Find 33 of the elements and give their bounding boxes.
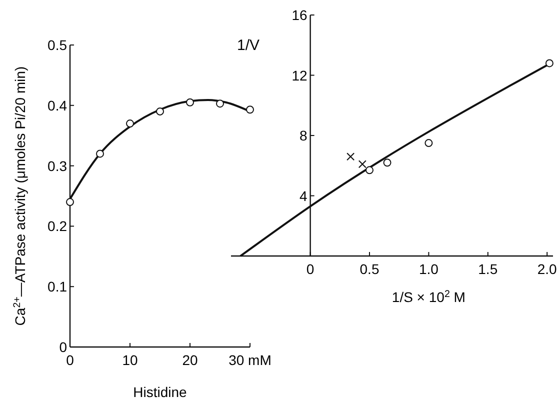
point bbox=[126, 120, 134, 128]
x-tick-label: 10 bbox=[122, 352, 138, 368]
point bbox=[246, 106, 254, 114]
point bbox=[424, 139, 433, 148]
y-tick-label: 0.2 bbox=[48, 218, 68, 234]
point bbox=[156, 107, 164, 116]
x-tick-label: 1.0 bbox=[418, 261, 439, 277]
x-tick-label: 20 bbox=[182, 352, 198, 368]
point bbox=[383, 158, 392, 167]
y-tick-label: 16 bbox=[292, 7, 308, 23]
x-tick-label: 2.0 bbox=[537, 261, 558, 277]
point bbox=[346, 152, 355, 161]
point bbox=[358, 160, 366, 168]
x-tick-label: 0.5 bbox=[360, 261, 380, 277]
y-tick-label: 0.4 bbox=[48, 97, 68, 114]
point bbox=[545, 59, 554, 68]
y-tick-label: 12 bbox=[292, 67, 308, 84]
point bbox=[96, 150, 104, 158]
point bbox=[66, 198, 74, 206]
y-tick-label: 4 bbox=[300, 188, 308, 204]
point bbox=[186, 98, 194, 106]
y-tick-label: 8 bbox=[300, 128, 308, 144]
point bbox=[366, 166, 374, 174]
y-tick-label: 0 bbox=[59, 339, 68, 355]
y-tick-label: 0.3 bbox=[48, 158, 68, 174]
x-axis-title: Histidine bbox=[133, 384, 188, 400]
point bbox=[216, 100, 224, 108]
y-tick-label: 0.1 bbox=[48, 278, 68, 295]
y-axis-title: 1/V bbox=[237, 37, 260, 54]
y-tick-label: 0.5 bbox=[48, 37, 68, 53]
x-axis-title: 1/S × 10$^{2}$ M bbox=[392, 288, 466, 305]
x-tick-label: 30 mM bbox=[228, 352, 272, 368]
x-tick-label: 1.5 bbox=[478, 261, 498, 277]
